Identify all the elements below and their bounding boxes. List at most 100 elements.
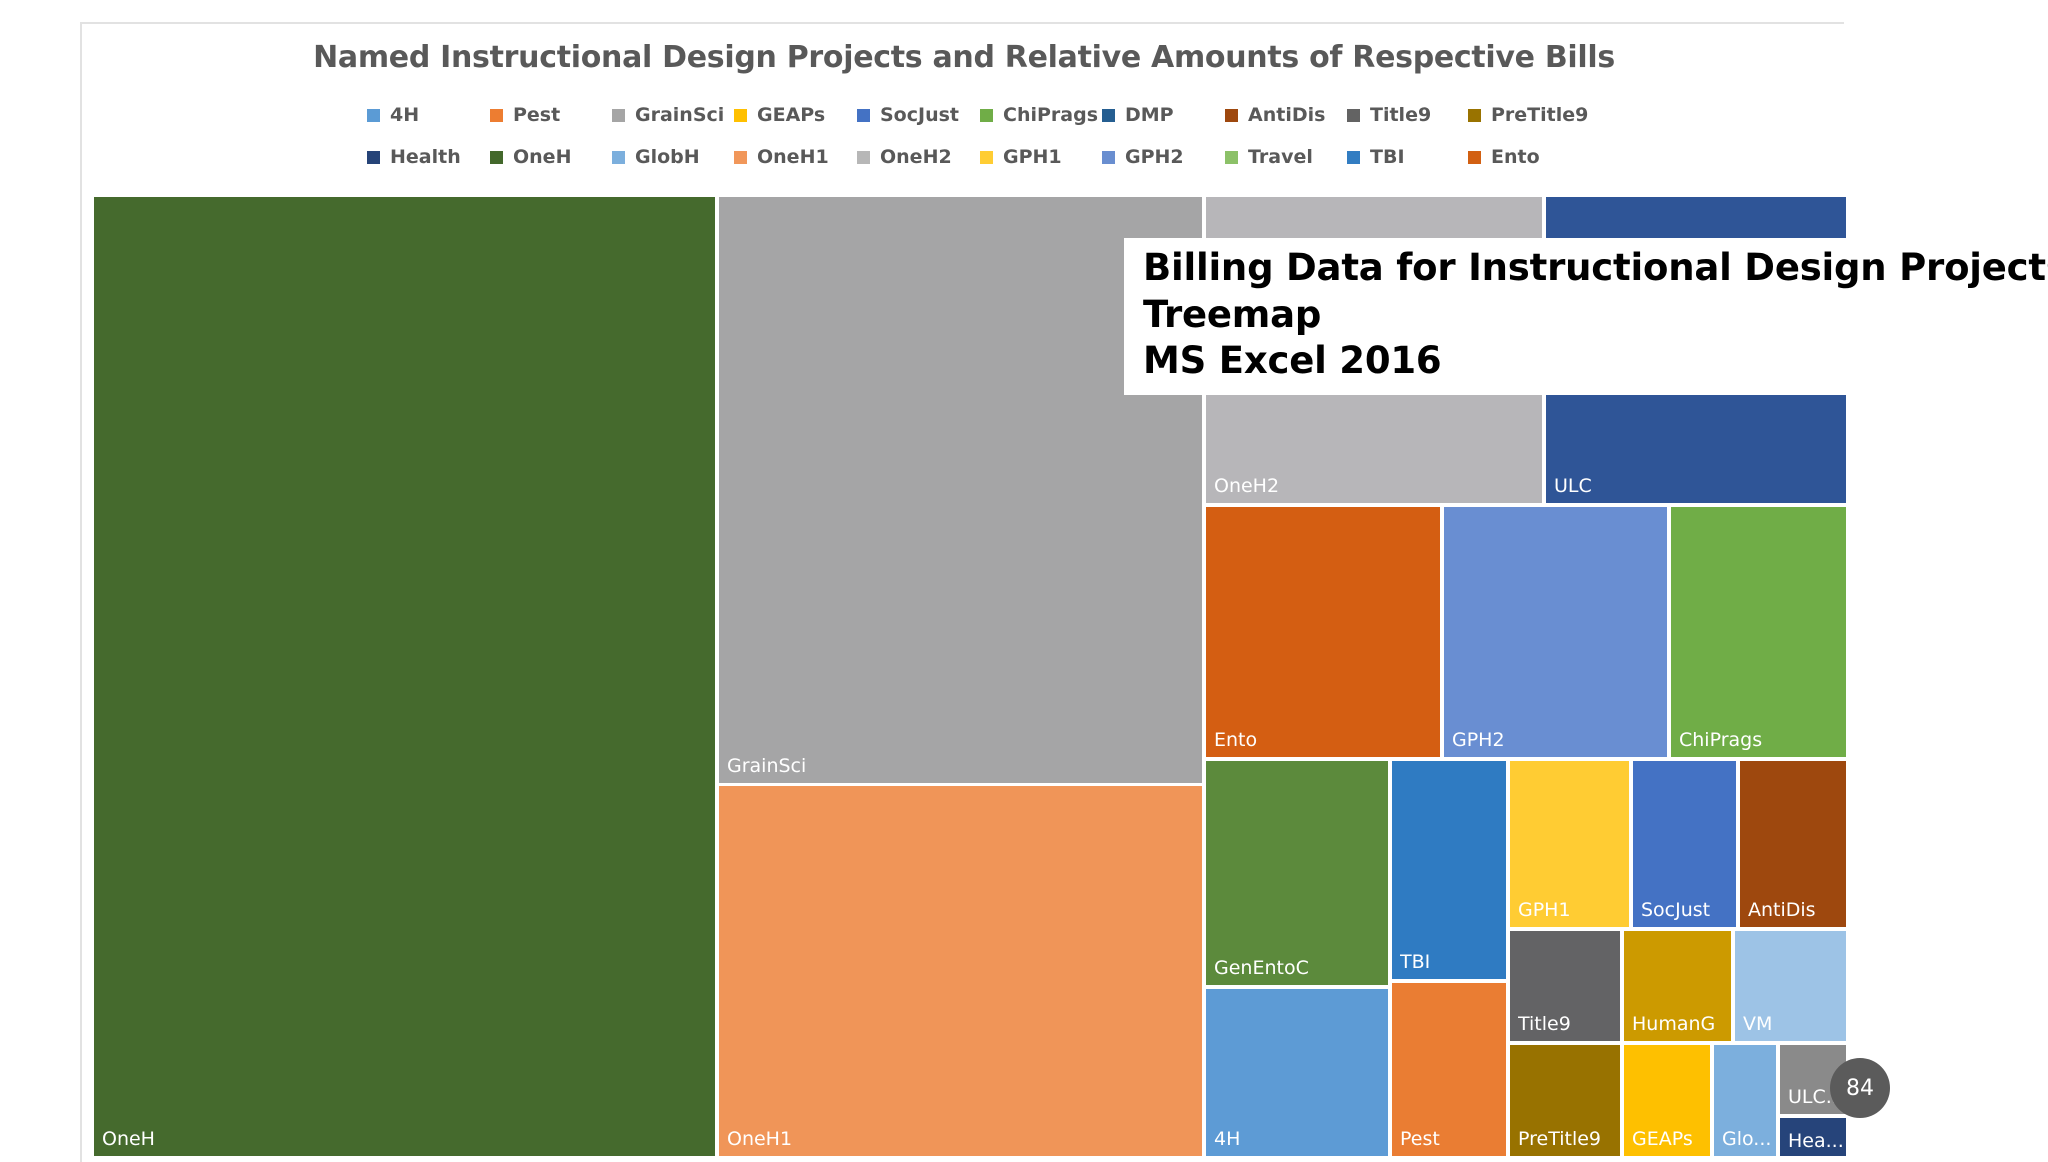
treemap-tile-label: SocJust: [1641, 899, 1711, 921]
legend-swatch: [734, 108, 747, 122]
legend-swatch: [1102, 150, 1115, 164]
treemap-tile-socjust: SocJust: [1633, 761, 1736, 927]
legend-swatch: [612, 108, 625, 122]
legend-label: Title9: [1370, 104, 1432, 126]
legend-item-ento: Ento: [1468, 144, 1540, 170]
legend-label: GlobH: [635, 146, 700, 168]
legend-swatch: [1347, 108, 1360, 122]
legend-label: PreTitle9: [1491, 104, 1589, 126]
legend-item-oneh1: OneH1: [734, 144, 829, 170]
treemap-tile-health: Hea...: [1780, 1118, 1846, 1156]
treemap-tile-chiprags: ChiPrags: [1671, 507, 1846, 757]
legend-item-geaps: GEAPs: [734, 102, 825, 128]
treemap-tile-label: Pest: [1400, 1128, 1440, 1150]
legend-label: Travel: [1248, 146, 1313, 168]
treemap-tile-gph1: GPH1: [1510, 761, 1629, 927]
legend-label: OneH2: [880, 146, 952, 168]
legend-item-4h: 4H: [367, 102, 419, 128]
legend-label: GrainSci: [635, 104, 725, 126]
treemap-tile-label: Glo...: [1722, 1128, 1772, 1150]
legend-item-gph2: GPH2: [1102, 144, 1184, 170]
legend-swatch: [857, 108, 870, 122]
legend-item-travel: Travel: [1225, 144, 1313, 170]
legend-item-dmp: DMP: [1102, 102, 1174, 128]
overlay-line-2: Treemap: [1143, 293, 1322, 336]
legend-item-antidis: AntiDis: [1225, 102, 1325, 128]
legend-swatch: [490, 150, 503, 164]
legend-label: DMP: [1125, 104, 1174, 126]
legend-swatch: [980, 108, 993, 122]
treemap-tile-vm: VM: [1735, 931, 1846, 1041]
legend-item-gph1: GPH1: [980, 144, 1062, 170]
treemap-tile-label: Ento: [1214, 729, 1258, 751]
treemap-tile-antidis: AntiDis: [1740, 761, 1846, 927]
legend-item-oneh: OneH: [490, 144, 571, 170]
treemap-tile-oneh: OneH: [94, 197, 715, 1156]
slide-overlay-title: Billing Data for Instructional Design Pr…: [1124, 238, 2048, 395]
legend-label: 4H: [390, 104, 420, 126]
treemap-tile-globh: Glo...: [1714, 1045, 1776, 1156]
legend-label: GEAPs: [757, 104, 826, 126]
treemap-tile-label: GenEntoC: [1214, 957, 1309, 979]
chart-frame: Named Instructional Design Projects and …: [80, 22, 1844, 1162]
page-number-badge: 84: [1830, 1058, 1890, 1118]
legend-item-globh: GlobH: [612, 144, 700, 170]
legend-label: ChiPrags: [1003, 104, 1099, 126]
treemap-tile-label: GPH2: [1452, 729, 1505, 751]
legend-label: TBI: [1370, 146, 1405, 168]
treemap-tile-label: ULC: [1554, 475, 1592, 497]
legend-label: Ento: [1491, 146, 1540, 168]
legend-swatch: [1468, 108, 1481, 122]
legend-label: OneH: [513, 146, 572, 168]
legend-swatch: [1225, 108, 1238, 122]
legend-swatch: [1468, 150, 1481, 164]
legend-label: SocJust: [880, 104, 959, 126]
overlay-line-3: MS Excel 2016: [1143, 339, 1442, 382]
legend-label: GPH2: [1125, 146, 1184, 168]
treemap-tile-label: GrainSci: [727, 755, 807, 777]
treemap-tile-geaps: GEAPs: [1624, 1045, 1710, 1156]
treemap-tile-ento: Ento: [1206, 507, 1440, 757]
legend-label: OneH1: [757, 146, 829, 168]
treemap-tile-4h: 4H: [1206, 989, 1388, 1156]
overlay-line-1: Billing Data for Instructional Design Pr…: [1143, 246, 2048, 289]
treemap-tile-tbi: TBI: [1392, 761, 1506, 979]
treemap-tile-pretitle9: PreTitle9: [1510, 1045, 1620, 1156]
legend-item-title9: Title9: [1347, 102, 1431, 128]
legend-item-socjust: SocJust: [857, 102, 959, 128]
legend-swatch: [1102, 108, 1115, 122]
treemap-tile-label: GEAPs: [1632, 1128, 1693, 1150]
legend-label: Pest: [513, 104, 561, 126]
legend-item-health: Health: [367, 144, 461, 170]
treemap-tile-gph2: GPH2: [1444, 507, 1667, 757]
treemap-tile-label: 4H: [1214, 1128, 1241, 1150]
treemap-tile-pest: Pest: [1392, 983, 1506, 1156]
legend-swatch: [980, 150, 993, 164]
treemap-tile-title9: Title9: [1510, 931, 1620, 1041]
treemap-tile-humang: HumanG: [1624, 931, 1731, 1041]
treemap-tile-label: Hea...: [1788, 1130, 1844, 1152]
treemap-tile-label: Title9: [1518, 1013, 1571, 1035]
legend-label: AntiDis: [1248, 104, 1326, 126]
treemap-tile-label: OneH1: [727, 1128, 793, 1150]
legend-swatch: [612, 150, 625, 164]
legend-label: GPH1: [1003, 146, 1062, 168]
legend-swatch: [1225, 150, 1238, 164]
treemap-tile-genentoc: GenEntoC: [1206, 761, 1388, 985]
legend-item-chiprags: ChiPrags: [980, 102, 1098, 128]
treemap-tile-label: PreTitle9: [1518, 1128, 1602, 1150]
legend-item-pest: Pest: [490, 102, 560, 128]
treemap-tile-label: ChiPrags: [1679, 729, 1763, 751]
legend-swatch: [1347, 150, 1360, 164]
treemap-tile-label: TBI: [1400, 951, 1431, 973]
legend-swatch: [367, 108, 380, 122]
legend-swatch: [490, 108, 503, 122]
legend-swatch: [857, 150, 870, 164]
legend-swatch: [367, 150, 380, 164]
legend-item-oneh2: OneH2: [857, 144, 952, 170]
legend-label: Health: [390, 146, 461, 168]
treemap-tile-label: OneH: [102, 1128, 155, 1150]
treemap-tile-label: GPH1: [1518, 899, 1571, 921]
treemap-tile-grainsci: GrainSci: [719, 197, 1202, 783]
legend-item-pretitle9: PreTitle9: [1468, 102, 1588, 128]
